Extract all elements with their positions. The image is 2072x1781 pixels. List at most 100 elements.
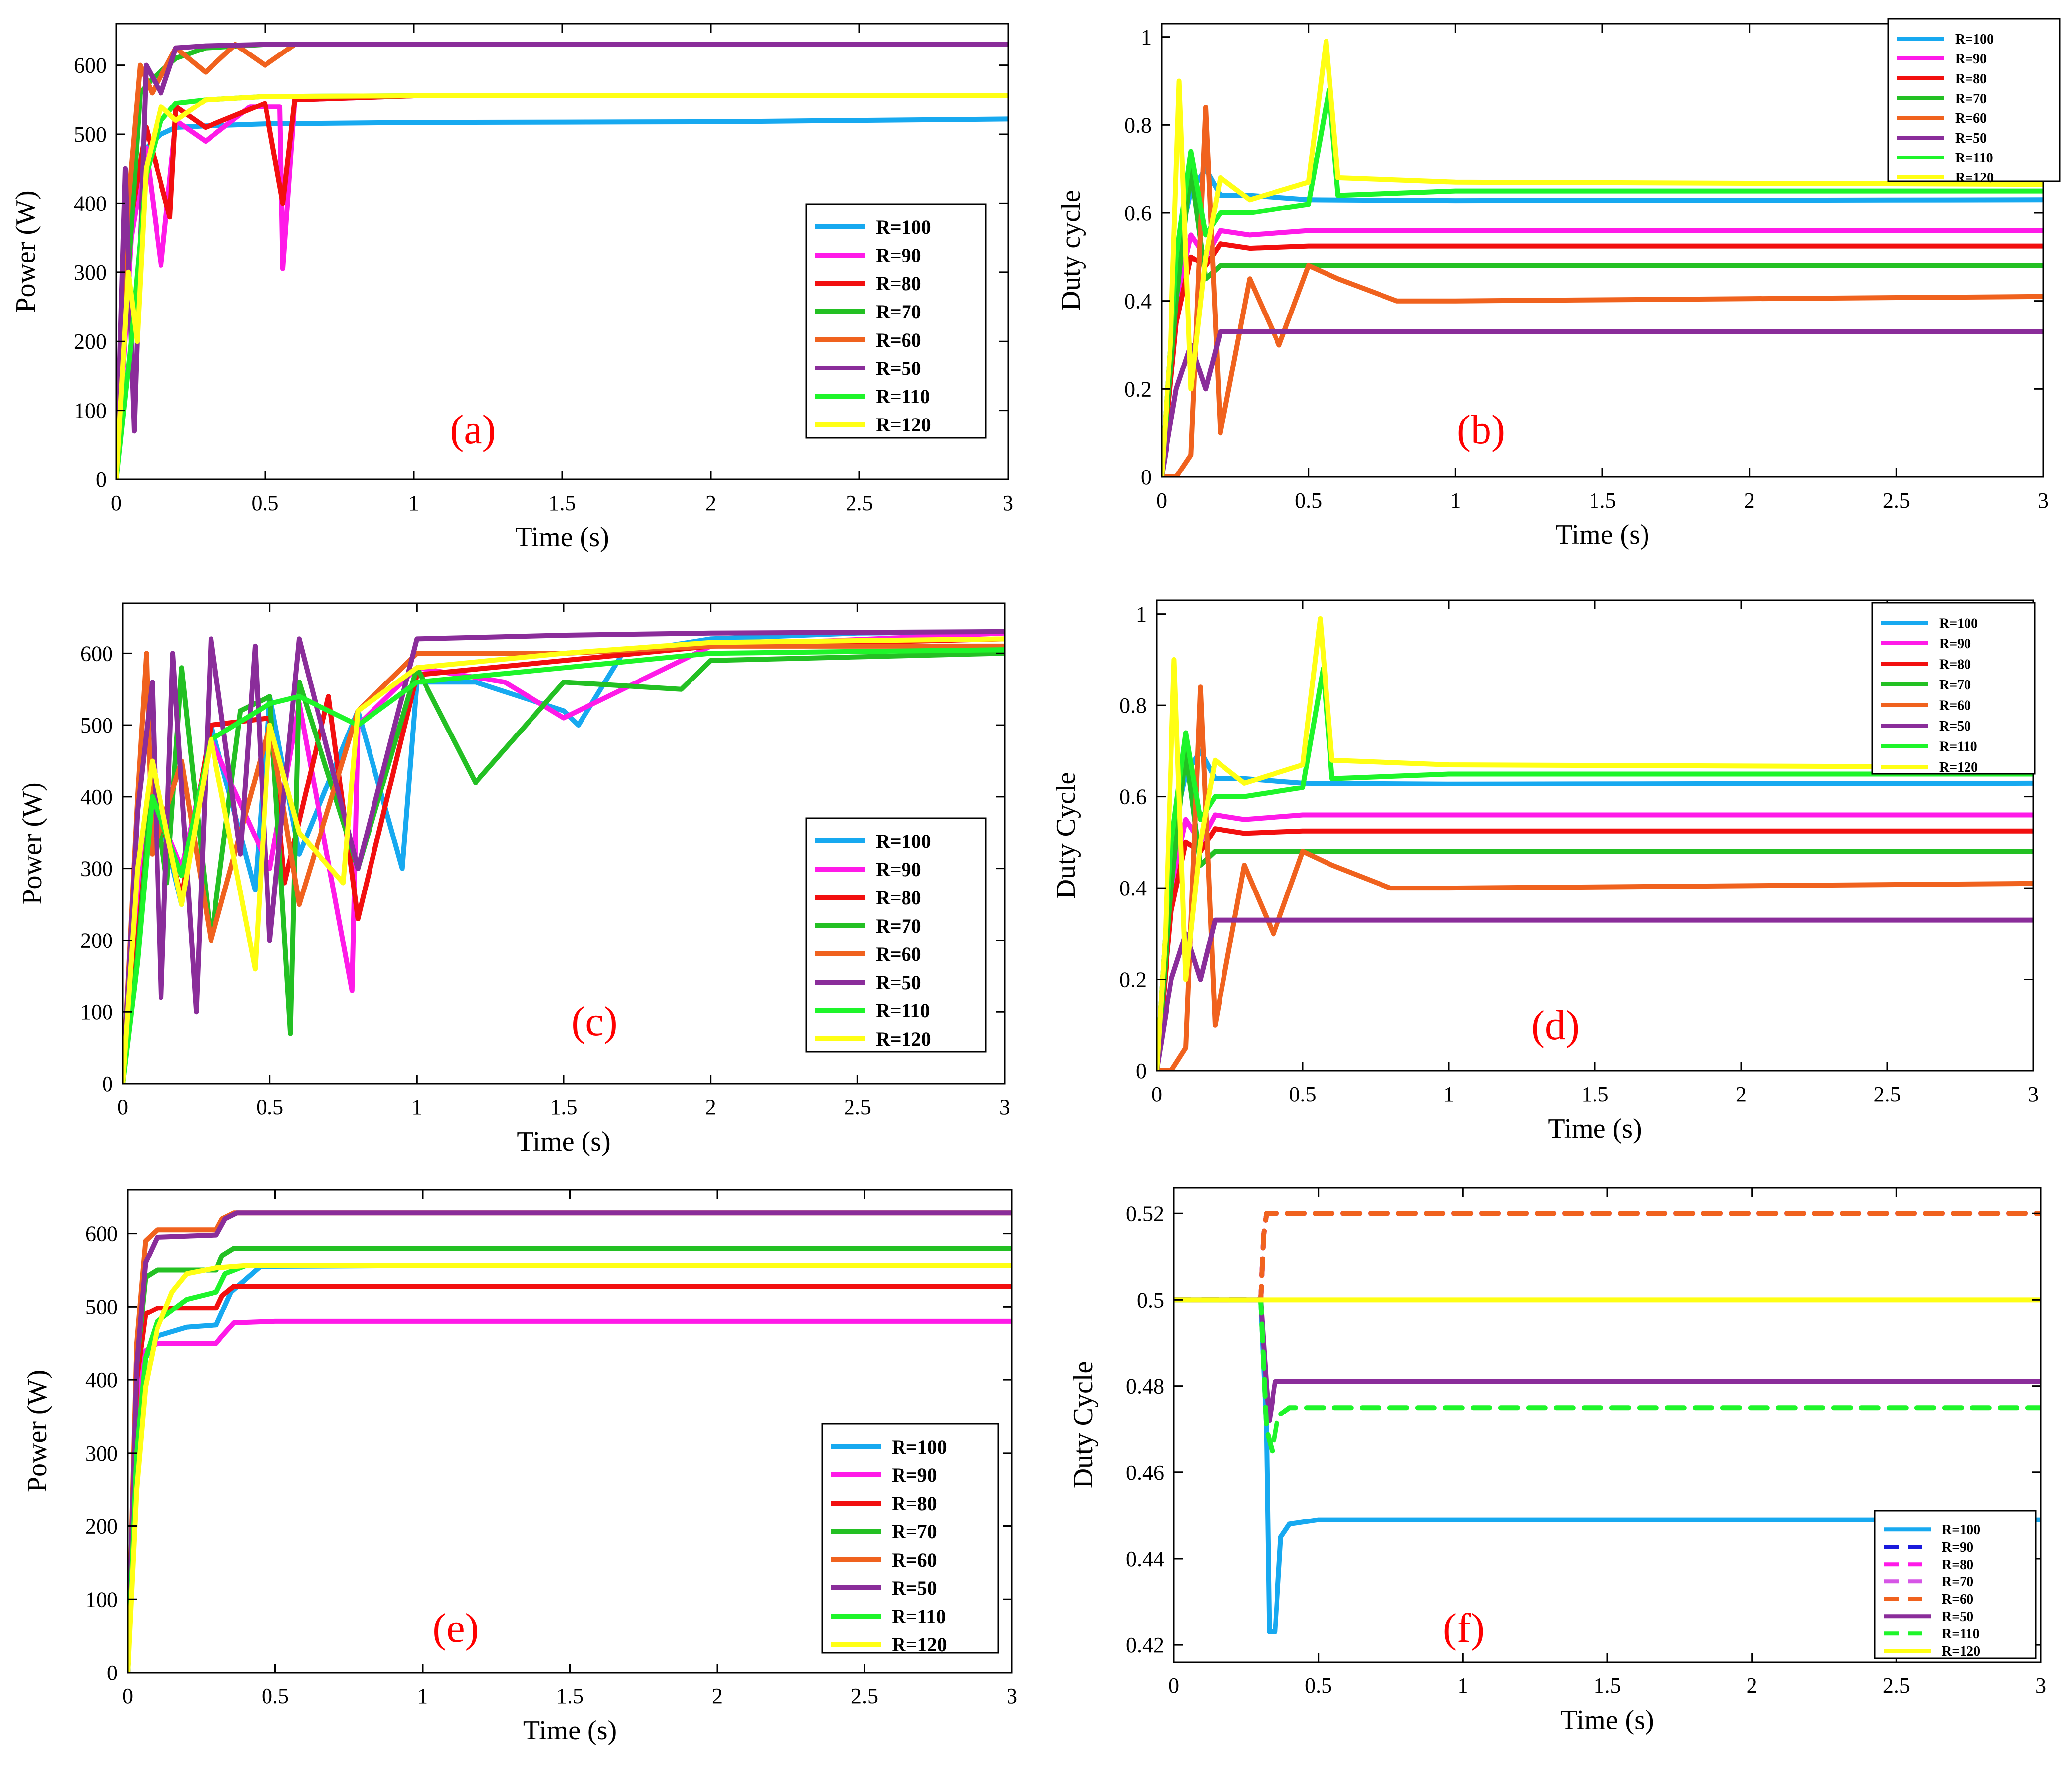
x-tick-label: 2 <box>705 491 716 515</box>
legend-box <box>1874 1510 2037 1659</box>
legend-entry-label: R=100 <box>1955 32 1994 47</box>
x-tick-label: 1.5 <box>550 1095 578 1119</box>
legend-entry-label: R=120 <box>1955 170 1994 186</box>
y-tick-label: 0.4 <box>1119 876 1147 900</box>
series-line-r-110 <box>1162 87 2043 477</box>
y-axis-label: Power (W) <box>22 1370 53 1492</box>
y-tick-label: 0.8 <box>1119 693 1147 718</box>
x-tick-label: 2 <box>712 1684 723 1708</box>
panel-label: (f) <box>1443 1605 1485 1651</box>
legend: R=100 R=90 R=80 R=70 R=60 R=50 R=110 R=120 <box>1874 1510 2037 1659</box>
series-line-r-120 <box>116 93 1008 479</box>
y-tick-label: 0.5 <box>1137 1288 1164 1312</box>
legend-entry-label: R=70 <box>876 301 921 323</box>
legend-entry-label: R=50 <box>1939 719 1971 734</box>
legend: R=100 R=90 R=80 R=70 R=60 R=50 R=110 R=120 <box>805 203 987 439</box>
y-tick-label: 300 <box>74 261 106 285</box>
series-line-r-110 <box>123 647 1005 1084</box>
x-axis-label: Time (s) <box>1555 520 1649 550</box>
x-tick-label: 1.5 <box>1582 1082 1609 1106</box>
y-tick-label: 0 <box>1136 1059 1147 1083</box>
y-axis-label: Duty Cycle <box>1051 772 1081 899</box>
series-group <box>1157 616 2033 1071</box>
y-tick-label: 300 <box>85 1441 118 1466</box>
chart-panel-a: 0 0.5 1 1.5 2 2.5 3 0 100 200 300 400 500 600 Time (s)… <box>10 23 1013 553</box>
legend-entry-label: R=110 <box>1942 1626 1980 1642</box>
chart-panel-e: 0 0.5 1 1.5 2 2.5 3 0 100 200 300 400 500 600 Time (s)… <box>22 1189 1017 1746</box>
legend-entry-label: R=70 <box>1942 1574 1973 1590</box>
legend: R=100 R=90 R=80 R=70 R=60 R=50 R=110 R=120 <box>821 1423 999 1656</box>
y-tick-label: 1 <box>1136 602 1147 627</box>
y-tick-label: 300 <box>80 857 113 881</box>
legend-entry-label: R=50 <box>876 971 921 994</box>
y-tick-label: 400 <box>80 785 113 809</box>
x-tick-label: 2.5 <box>846 491 873 515</box>
legend-entry-label: R=100 <box>1942 1522 1980 1538</box>
legend-entry-label: R=120 <box>892 1633 947 1656</box>
legend: R=100 R=90 R=80 R=70 R=60 R=50 R=110 R=120 <box>1871 602 2036 775</box>
x-tick-label: 1 <box>1457 1674 1468 1698</box>
legend-entry-label: R=90 <box>1942 1540 1973 1555</box>
legend-entry-label: R=90 <box>892 1464 937 1486</box>
legend-entry-label: R=50 <box>1942 1609 1973 1624</box>
y-tick-label: 0.46 <box>1126 1461 1164 1485</box>
chart-panel-d: 0 0.5 1 1.5 2 2.5 3 0 0.2 0.4 0.6 0.8 1 Time (s) Duty … <box>1051 599 2039 1144</box>
y-tick-label: 0 <box>107 1661 118 1685</box>
legend-entry-label: R=70 <box>892 1520 937 1543</box>
legend-entry-label: R=60 <box>1942 1592 1973 1607</box>
legend-entry-label: R=90 <box>876 244 921 266</box>
x-tick-label: 2 <box>1747 1674 1757 1698</box>
x-tick-label: 2.5 <box>1883 1674 1910 1698</box>
y-tick-label: 600 <box>80 641 113 666</box>
legend: R=100 R=90 R=80 R=70 R=60 R=50 R=110 R=120 <box>1887 18 2061 186</box>
series-line-r-80 <box>1157 826 2033 1071</box>
legend-entry-label: R=80 <box>1955 71 1987 87</box>
y-tick-label: 0 <box>96 468 106 492</box>
x-tick-label: 1.5 <box>549 491 576 515</box>
series-group <box>1162 39 2043 477</box>
x-tick-label: 0.5 <box>256 1095 283 1119</box>
x-tick-label: 0.5 <box>1305 1674 1332 1698</box>
y-tick-label: 600 <box>74 53 106 78</box>
legend-box <box>805 817 987 1053</box>
y-tick-label: 0.6 <box>1124 201 1152 225</box>
x-tick-label: 1.5 <box>1594 1674 1621 1698</box>
x-tick-label: 0 <box>111 491 122 515</box>
series-line-r-50 <box>1162 329 2043 477</box>
y-tick-label: 0.2 <box>1119 968 1147 992</box>
legend-entry-label: R=80 <box>1942 1557 1973 1572</box>
legend-entry-label: R=70 <box>876 915 921 937</box>
legend-entry-label: R=110 <box>1939 739 1977 754</box>
legend-entry-label: R=60 <box>876 943 921 965</box>
x-tick-label: 3 <box>2028 1082 2039 1106</box>
legend-entry-label: R=80 <box>876 272 921 295</box>
x-axis-label: Time (s) <box>515 522 609 553</box>
x-tick-label: 0.5 <box>1289 1082 1317 1106</box>
legend-entry-label: R=110 <box>892 1605 946 1627</box>
series-line-r-120 <box>128 1263 1012 1673</box>
x-tick-label: 0 <box>117 1095 128 1119</box>
legend-entry-label: R=100 <box>876 830 931 852</box>
x-tick-label: 1 <box>1443 1082 1454 1106</box>
y-tick-label: 500 <box>74 122 106 147</box>
x-tick-label: 1 <box>417 1684 428 1708</box>
legend-entry-label: R=70 <box>1955 91 1987 106</box>
chart-panel-c: 0 0.5 1 1.5 2 2.5 3 0 100 200 300 400 500 600 Time (s)… <box>17 602 1010 1157</box>
series-group <box>1174 1211 2041 1634</box>
y-axis-label: Power (W) <box>10 190 41 313</box>
legend-entry-label: R=50 <box>876 357 921 379</box>
series-line-r-70 <box>123 651 1005 1084</box>
chart-panel-f: 0 0.5 1 1.5 2 2.5 3 0.42 0.44 0.46 0.48 0.5 0.52 Time… <box>1068 1187 2046 1735</box>
y-tick-label: 0.42 <box>1126 1633 1164 1657</box>
legend-entry-label: R=120 <box>1939 760 1978 775</box>
x-axis-label: Time (s) <box>517 1126 610 1157</box>
legend-entry-label: R=90 <box>1939 636 1971 652</box>
y-tick-label: 200 <box>74 329 106 354</box>
series-line-r-110 <box>1157 666 2033 1071</box>
chart-panel-b: 0 0.5 1 1.5 2 2.5 3 0 0.2 0.4 0.6 0.8 1 Time (s) Duty … <box>1056 18 2061 550</box>
y-tick-label: 1 <box>1141 25 1152 50</box>
legend-entry-label: R=100 <box>1939 616 1978 631</box>
x-tick-label: 3 <box>999 1095 1010 1119</box>
y-tick-label: 0.48 <box>1126 1374 1164 1399</box>
